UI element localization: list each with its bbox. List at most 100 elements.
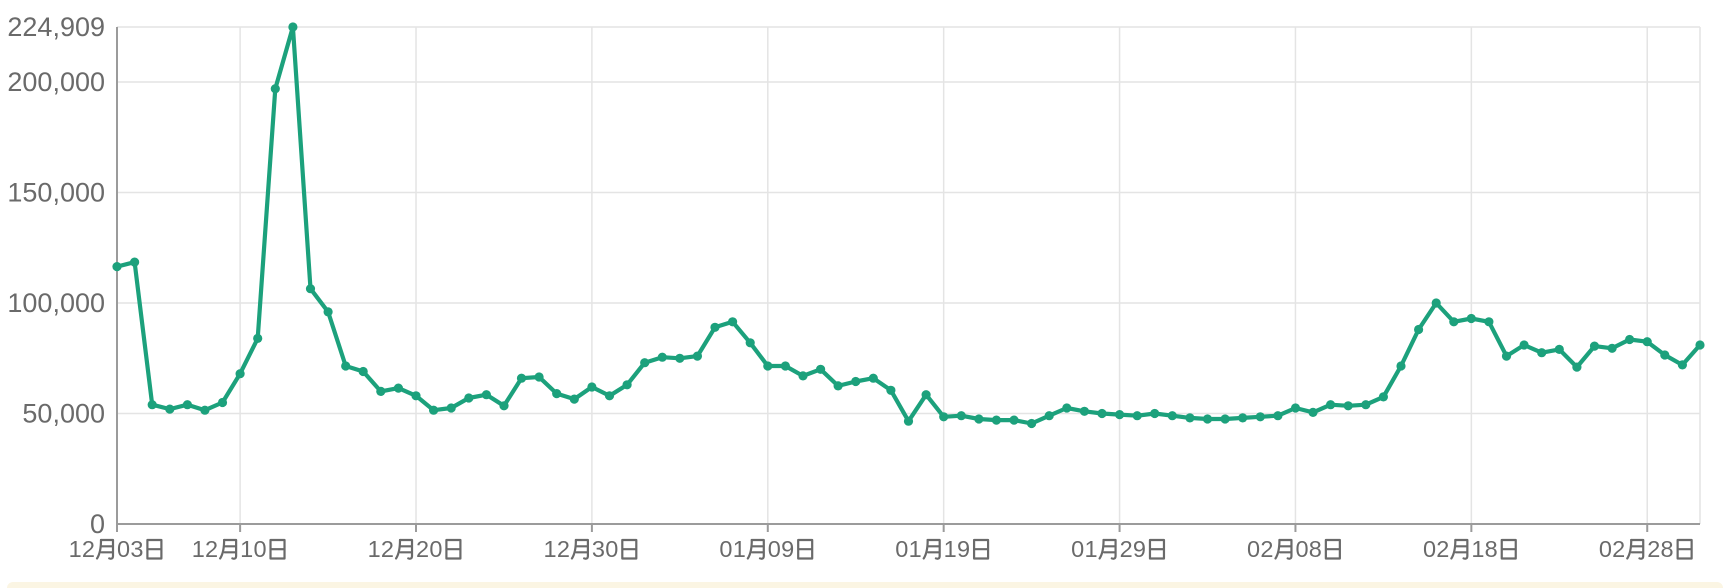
data-point[interactable] bbox=[1343, 401, 1353, 411]
data-point[interactable] bbox=[217, 397, 228, 408]
data-point[interactable] bbox=[1501, 351, 1512, 361]
kanji-day-glyph bbox=[1676, 538, 1693, 560]
data-point[interactable] bbox=[341, 361, 351, 371]
data-point[interactable] bbox=[446, 403, 456, 413]
data-point[interactable] bbox=[640, 358, 650, 368]
data-point[interactable] bbox=[1361, 400, 1371, 410]
data-point[interactable] bbox=[692, 351, 703, 361]
data-point[interactable] bbox=[534, 372, 544, 382]
data-point[interactable] bbox=[429, 405, 439, 415]
data-point[interactable] bbox=[710, 322, 720, 332]
data-point[interactable] bbox=[1537, 348, 1547, 358]
data-point[interactable] bbox=[675, 353, 685, 363]
data-point[interactable] bbox=[1378, 392, 1388, 402]
data-point[interactable] bbox=[1326, 400, 1336, 410]
data-point[interactable] bbox=[1519, 340, 1529, 350]
data-point[interactable] bbox=[1572, 362, 1582, 372]
data-point[interactable] bbox=[1062, 403, 1072, 413]
data-point[interactable] bbox=[1396, 361, 1406, 371]
data-point[interactable] bbox=[481, 390, 491, 400]
data-point[interactable] bbox=[622, 380, 632, 390]
data-point[interactable] bbox=[1695, 340, 1705, 350]
data-point[interactable] bbox=[393, 383, 403, 393]
data-point[interactable] bbox=[833, 381, 843, 391]
data-point[interactable] bbox=[868, 373, 878, 383]
data-point[interactable] bbox=[1238, 413, 1248, 423]
data-point[interactable] bbox=[903, 416, 914, 426]
data-point[interactable] bbox=[1554, 344, 1564, 354]
data-point[interactable] bbox=[1150, 408, 1160, 419]
data-point[interactable] bbox=[147, 400, 157, 410]
data-point[interactable] bbox=[1449, 317, 1459, 327]
data-point[interactable] bbox=[921, 390, 931, 400]
x-tick-digits: 30 bbox=[592, 536, 618, 562]
data-point[interactable] bbox=[516, 373, 527, 383]
data-point[interactable] bbox=[1079, 406, 1089, 416]
data-point[interactable] bbox=[1484, 317, 1494, 327]
data-point[interactable] bbox=[376, 386, 386, 396]
data-point[interactable] bbox=[112, 262, 122, 272]
data-point[interactable] bbox=[1220, 414, 1230, 424]
data-point[interactable] bbox=[253, 333, 263, 343]
data-point[interactable] bbox=[974, 414, 984, 424]
data-point[interactable] bbox=[200, 405, 210, 415]
data-point[interactable] bbox=[1589, 341, 1600, 351]
data-point[interactable] bbox=[1255, 412, 1265, 422]
data-point[interactable] bbox=[1132, 411, 1142, 421]
data-point[interactable] bbox=[235, 369, 245, 379]
data-point[interactable] bbox=[798, 371, 808, 381]
data-point[interactable] bbox=[1009, 415, 1019, 425]
data-point[interactable] bbox=[728, 317, 738, 327]
data-point[interactable] bbox=[569, 394, 579, 404]
data-point[interactable] bbox=[1660, 350, 1670, 360]
y-tick-label: 224,909 bbox=[7, 12, 105, 42]
data-point[interactable] bbox=[1607, 343, 1617, 353]
data-point[interactable] bbox=[1167, 411, 1177, 421]
data-point[interactable] bbox=[358, 366, 368, 377]
data-point[interactable] bbox=[816, 364, 826, 374]
x-tick-digits: 02 bbox=[1599, 536, 1625, 562]
data-point[interactable] bbox=[886, 385, 896, 395]
data-point[interactable] bbox=[182, 400, 192, 410]
data-point[interactable] bbox=[499, 401, 509, 411]
data-point[interactable] bbox=[780, 361, 791, 371]
data-point[interactable] bbox=[1431, 298, 1441, 308]
data-point[interactable] bbox=[288, 22, 298, 32]
data-point[interactable] bbox=[1027, 418, 1037, 429]
data-point[interactable] bbox=[604, 391, 615, 401]
data-point[interactable] bbox=[745, 338, 755, 348]
data-point[interactable] bbox=[1642, 337, 1652, 347]
data-point[interactable] bbox=[323, 307, 333, 317]
data-point[interactable] bbox=[270, 84, 280, 94]
series-line bbox=[114, 24, 1703, 426]
data-point[interactable] bbox=[130, 257, 140, 267]
data-point[interactable] bbox=[1115, 410, 1125, 420]
data-point[interactable] bbox=[991, 415, 1002, 425]
data-point[interactable] bbox=[165, 404, 175, 414]
data-point[interactable] bbox=[1273, 411, 1283, 421]
data-point[interactable] bbox=[305, 284, 316, 294]
data-point[interactable] bbox=[552, 389, 562, 399]
data-point[interactable] bbox=[464, 393, 474, 403]
data-point[interactable] bbox=[763, 361, 773, 371]
data-point[interactable] bbox=[1677, 360, 1687, 370]
data-point[interactable] bbox=[657, 352, 667, 362]
data-point[interactable] bbox=[1185, 413, 1195, 423]
data-point[interactable] bbox=[1625, 334, 1635, 345]
data-point[interactable] bbox=[1308, 407, 1318, 417]
data-point[interactable] bbox=[1202, 414, 1213, 424]
data-point[interactable] bbox=[1466, 313, 1476, 324]
data-point[interactable] bbox=[939, 412, 949, 422]
data-point[interactable] bbox=[1414, 324, 1424, 335]
data-point[interactable] bbox=[411, 391, 421, 401]
data-point[interactable] bbox=[1044, 411, 1054, 421]
data-point[interactable] bbox=[1097, 408, 1107, 419]
kanji-month-glyph bbox=[746, 538, 765, 560]
x-tick-digits: 08 bbox=[1295, 536, 1321, 562]
data-point[interactable] bbox=[587, 382, 597, 392]
data-point[interactable] bbox=[956, 411, 966, 421]
data-point[interactable] bbox=[1290, 403, 1301, 413]
data-point[interactable] bbox=[851, 376, 861, 387]
